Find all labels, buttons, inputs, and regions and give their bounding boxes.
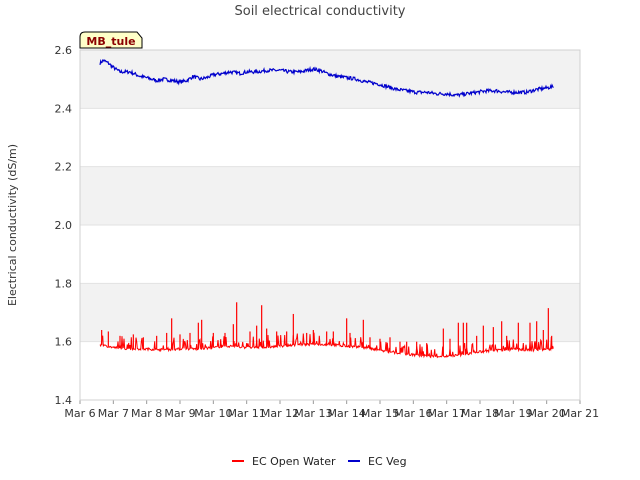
y-tick-label: 2.2 [55, 161, 73, 174]
x-tick-label: Mar 13 [294, 407, 332, 420]
legend-label-open-water[interactable]: EC Open Water [252, 455, 336, 468]
plot-frame [79, 49, 581, 401]
series-ec-veg [99, 58, 554, 98]
x-tick-label: Mar 17 [428, 407, 466, 420]
x-tick-label: Mar 7 [98, 407, 129, 420]
x-tick-label: Mar 14 [328, 407, 366, 420]
series-line-ec-open-water [99, 332, 554, 359]
x-tick-label: Mar 16 [394, 407, 432, 420]
x-tick-label: Mar 6 [64, 407, 95, 420]
x-tick-label: Mar 20 [528, 407, 566, 420]
site-tag-box [79, 31, 143, 49]
x-tick-label: Mar 18 [461, 407, 499, 420]
x-tick-label: Mar 21 [561, 407, 599, 420]
x-tick-label: Mar 8 [131, 407, 162, 420]
grid-band [80, 166, 580, 225]
x-tick-label: Mar 15 [361, 407, 399, 420]
site-tag: MB_tule [79, 31, 143, 49]
x-tick-label: Mar 9 [164, 407, 195, 420]
y-tick-label: 2.6 [55, 44, 73, 57]
x-tick-label: Mar 10 [194, 407, 232, 420]
chart-title: Soil electrical conductivity [234, 4, 405, 19]
y-tick-label: 1.6 [55, 336, 73, 349]
x-tick-label: Mar 19 [494, 407, 532, 420]
x-tick-label: Mar 11 [228, 407, 266, 420]
x-tick-label: Mar 12 [261, 407, 299, 420]
y-tick-label: 2.0 [55, 219, 73, 232]
y-axis-label: Electrical conductivity (dS/m) [6, 144, 19, 306]
y-axis-ticks: 1.4 1.6 1.8 2.0 2.2 2.4 2.6 [55, 44, 73, 407]
legend-label-veg[interactable]: EC Veg [368, 455, 407, 468]
series-ec-open-water [99, 302, 554, 359]
y-tick-label: 1.4 [55, 394, 73, 407]
legend[interactable]: EC Open Water EC Veg [232, 455, 407, 468]
series-line-ec-veg [99, 58, 554, 98]
y-tick-label: 2.4 [55, 102, 73, 115]
grid-bands [80, 50, 580, 342]
site-tag-label: MB_tule [86, 35, 135, 48]
y-tick-label: 1.8 [55, 277, 73, 290]
grid-band [80, 283, 580, 342]
